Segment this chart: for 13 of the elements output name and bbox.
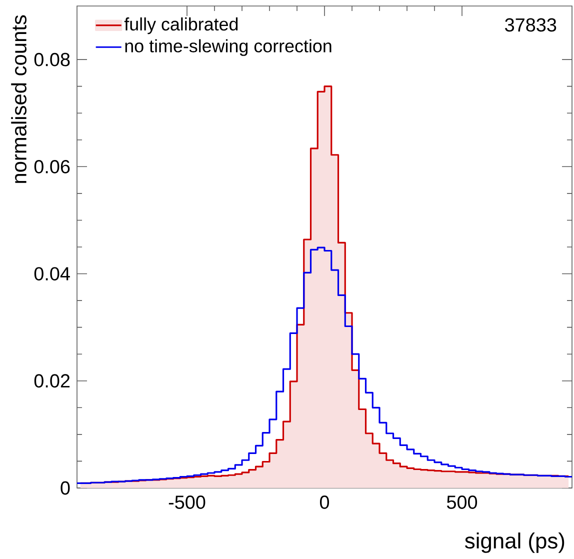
legend-label: fully calibrated xyxy=(124,17,238,34)
x-tick-label: -500 xyxy=(168,495,206,509)
x-tick-label: 500 xyxy=(446,495,478,509)
legend-label: no time-slewing correction xyxy=(125,39,332,56)
y-tick-label: 0.06 xyxy=(34,160,70,174)
y-tick-label: 0.02 xyxy=(34,374,70,388)
y-tick-label: 0 xyxy=(60,481,70,495)
x-tick-label: 0 xyxy=(320,495,330,509)
x-axis-title: signal (ps) xyxy=(465,532,564,553)
y-tick-label: 0.04 xyxy=(34,266,70,280)
annotation: 37833 xyxy=(505,18,556,32)
y-tick-label: 0.08 xyxy=(34,52,70,66)
y-axis-title: normalised counts xyxy=(11,15,26,183)
